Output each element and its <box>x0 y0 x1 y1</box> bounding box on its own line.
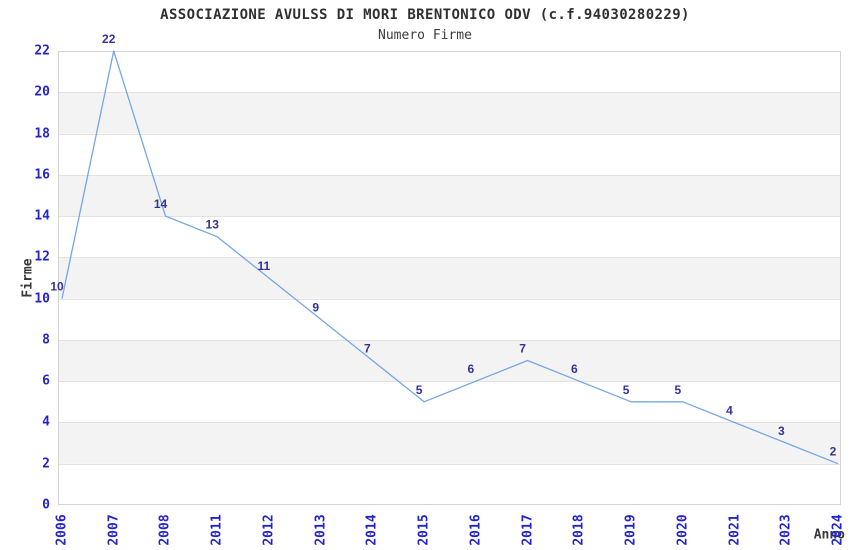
x-tick-label: 2018 <box>571 514 587 546</box>
data-line <box>61 50 839 465</box>
x-tick-label: 2013 <box>313 514 329 546</box>
chart-title: ASSOCIAZIONE AVULSS DI MORI BRENTONICO O… <box>160 7 690 23</box>
x-tick-label: 2024 <box>830 514 846 546</box>
y-tick-label: 12 <box>34 249 50 265</box>
stripe-band <box>58 174 841 217</box>
point-value-label: 9 <box>312 300 319 314</box>
point-value-label: 11 <box>258 259 271 273</box>
y-tick-label: 14 <box>34 208 50 224</box>
y-tick-label: 2 <box>42 456 50 472</box>
stripe-band <box>58 92 841 134</box>
y-tick-label: 6 <box>42 373 50 389</box>
x-tick-label: 2007 <box>106 514 122 546</box>
x-axis-label: Anno <box>813 527 845 543</box>
point-value-label: 3 <box>778 424 785 438</box>
x-tick-label: 2020 <box>675 514 691 546</box>
stripe-band <box>58 257 841 299</box>
y-tick-label: 16 <box>34 167 50 183</box>
stripe-band <box>58 339 841 382</box>
plot-area: 10 22 14 13 11 9 7 5 6 7 6 5 5 4 3 2 <box>50 32 841 505</box>
point-value-label: 22 <box>102 32 116 46</box>
point-value-label: 2 <box>830 445 837 459</box>
point-value-label: 6 <box>571 362 578 376</box>
y-tick-label: 22 <box>34 43 50 59</box>
plot-border <box>58 51 841 505</box>
x-tick-label: 2012 <box>261 514 277 546</box>
x-tick-label: 2023 <box>778 514 794 546</box>
y-tick-label: 4 <box>42 414 50 430</box>
x-tick-label: 2021 <box>727 514 743 546</box>
point-value-label: 4 <box>726 404 733 418</box>
stripe-band <box>58 422 841 464</box>
point-value-label: 13 <box>206 218 220 232</box>
y-tick-label: 20 <box>34 84 50 100</box>
chart-subtitle: Numero Firme <box>378 28 472 43</box>
x-tick-label: 2016 <box>468 514 484 546</box>
x-tick-label: 2019 <box>623 514 639 546</box>
x-tick-label: 2011 <box>209 514 225 546</box>
x-tick-label: 2006 <box>54 514 70 546</box>
point-value-label: 5 <box>674 383 681 397</box>
x-tick-label: 2014 <box>364 514 380 546</box>
y-tick-label: 18 <box>34 126 50 142</box>
point-value-label: 10 <box>50 280 64 294</box>
y-tick-label: 10 <box>34 291 50 307</box>
point-value-label: 7 <box>519 342 526 356</box>
x-tick-label: 2017 <box>520 514 536 546</box>
point-value-label: 5 <box>416 383 423 397</box>
x-tick-label: 2015 <box>416 514 432 546</box>
point-value-label: 14 <box>154 197 168 211</box>
x-tick-label: 2008 <box>157 514 173 546</box>
y-tick-label: 0 <box>42 497 50 513</box>
point-value-label: 7 <box>364 342 371 356</box>
point-value-label: 5 <box>623 383 630 397</box>
point-value-label: 6 <box>468 362 475 376</box>
y-tick-label: 8 <box>42 332 50 348</box>
